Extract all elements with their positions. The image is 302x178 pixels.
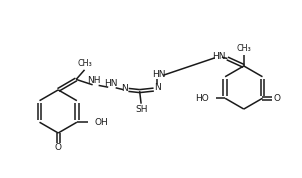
Text: NH: NH (87, 76, 101, 85)
Text: CH₃: CH₃ (78, 59, 92, 68)
Text: HO: HO (195, 94, 209, 103)
Text: N: N (121, 84, 128, 93)
Text: HN: HN (104, 79, 117, 88)
Text: SH: SH (136, 105, 148, 114)
Text: O: O (274, 94, 281, 103)
Text: N: N (154, 83, 161, 92)
Text: O: O (55, 143, 62, 153)
Text: HN: HN (212, 52, 226, 61)
Text: OH: OH (95, 118, 109, 127)
Text: HN: HN (152, 70, 166, 78)
Text: CH₃: CH₃ (236, 44, 251, 53)
